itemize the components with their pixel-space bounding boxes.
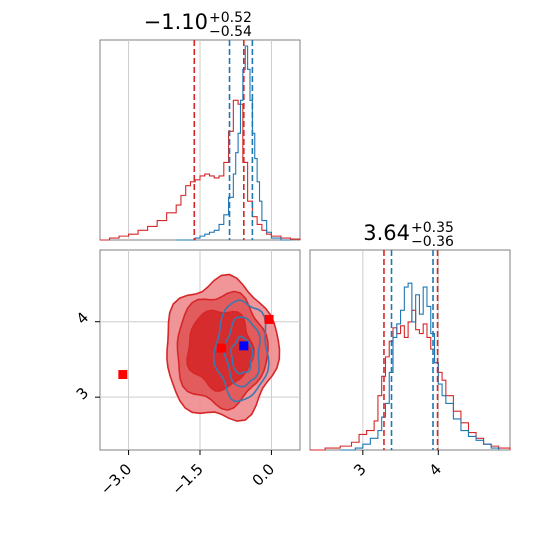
histogram-series-1 xyxy=(176,45,291,241)
reference-marker-1 xyxy=(216,343,226,353)
panel-marginal-x-title: −1.10 xyxy=(144,10,208,34)
reference-marker-2 xyxy=(264,314,274,324)
reference-marker-3 xyxy=(239,341,249,351)
x-tick-label-0: −3.0 xyxy=(97,460,135,498)
x-tick-label-1: −1.5 xyxy=(168,460,206,498)
histogram-series-0 xyxy=(100,99,301,241)
panel-marginal-x-title-sub: −0.54 xyxy=(209,24,252,40)
panel-joint-x-ticks: −3.0 −1.5 0.0 xyxy=(97,450,278,499)
panel-marginal-y-quantile-lines xyxy=(383,250,439,450)
panel-marginal-x: −1.10 +0.52 −0.54 xyxy=(99,10,301,241)
y-tick-label-0: 3 xyxy=(73,384,92,403)
x-tick-label-2: 0.0 xyxy=(249,460,279,490)
reference-marker-0 xyxy=(118,370,128,380)
panel-marginal-x-grid xyxy=(128,40,272,240)
contour-level-5 xyxy=(230,335,254,375)
x-tick-label-1: 4 xyxy=(426,460,445,479)
panel-marginal-y-title-sup: +0.35 xyxy=(411,220,454,236)
panel-marginal-y-series xyxy=(310,282,511,451)
y-tick-label-1: 4 xyxy=(73,308,92,327)
contour-level-3 xyxy=(212,299,270,403)
x-tick-label-0: 3 xyxy=(350,460,369,479)
panel-joint: −3.0 −1.5 0.0 34 xyxy=(73,249,301,499)
histogram-series-1 xyxy=(340,282,500,451)
panel-marginal-x-series xyxy=(100,45,301,241)
panel-joint-markers xyxy=(118,314,274,380)
panel-marginal-y-title: 3.64 xyxy=(363,221,410,245)
panel-marginal-x-title-sup: +0.52 xyxy=(209,10,252,26)
panel-marginal-y-title-sub: −0.36 xyxy=(411,234,454,250)
panel-joint-y-ticks: 34 xyxy=(73,308,100,403)
panel-marginal-y-frame xyxy=(309,249,511,451)
panel-marginal-x-quantile-lines xyxy=(193,40,254,240)
